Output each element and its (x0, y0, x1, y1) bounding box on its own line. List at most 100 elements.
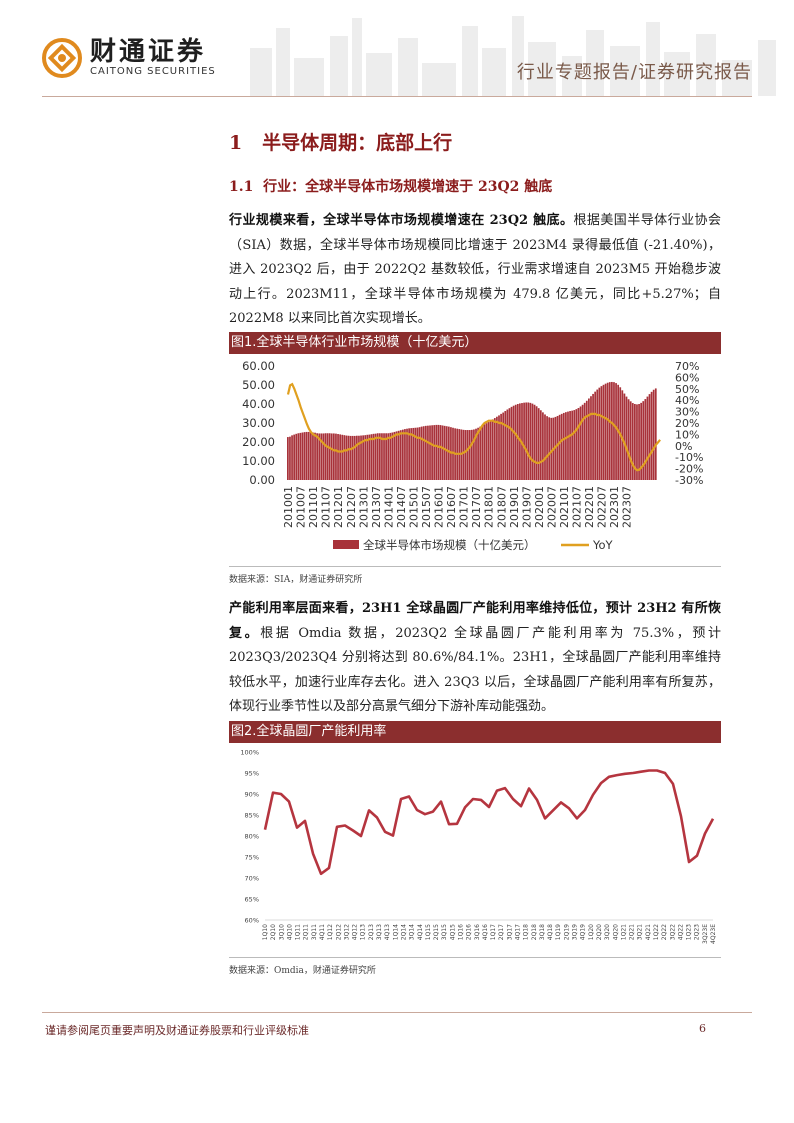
market-size-bar (391, 432, 394, 480)
y-tick-label-left: 30.00 (242, 416, 275, 430)
x-tick-label: 2Q10 (270, 924, 277, 940)
market-size-bar (420, 426, 423, 480)
market-size-bar (287, 437, 289, 480)
market-size-bar (625, 396, 628, 480)
market-size-bar (422, 426, 425, 480)
market-size-bar (590, 396, 592, 480)
skyline-illustration (250, 16, 776, 96)
market-size-bar (487, 422, 490, 480)
market-size-bar (583, 402, 586, 480)
market-size-bar (627, 399, 630, 480)
market-size-bar (573, 410, 576, 480)
market-size-bar (339, 434, 342, 480)
market-size-bar (483, 424, 486, 480)
market-size-bar (416, 427, 419, 480)
market-size-bar (489, 420, 492, 480)
market-size-bar (531, 403, 534, 480)
market-size-bar (389, 432, 392, 480)
market-size-bar (604, 383, 607, 480)
x-tick-label: 202101 (558, 486, 571, 528)
x-tick-label: 201607 (445, 486, 458, 528)
y-tick-label-right: 50% (675, 383, 699, 396)
market-size-bar (481, 425, 484, 480)
market-size-bar (301, 432, 304, 480)
market-size-bar (427, 425, 429, 480)
market-size-bar (393, 431, 396, 480)
legend-label: YoY (592, 538, 614, 552)
market-size-bar (621, 390, 624, 480)
market-size-bar (529, 402, 532, 480)
x-tick-label: 1Q23 (686, 924, 693, 940)
market-size-bar (309, 432, 312, 480)
market-size-bar (516, 404, 519, 480)
market-size-bar (320, 433, 323, 480)
y-tick-label-left: 60.00 (242, 359, 275, 373)
x-tick-label: 201801 (483, 486, 496, 528)
report-type-label: 行业专题报告/证券研究报告 (516, 62, 752, 83)
market-size-bar (579, 406, 582, 480)
market-size-bar (404, 429, 406, 480)
company-logo: 财通证券 CAITONG SECURITIES (42, 38, 216, 78)
market-size-bar (376, 433, 379, 480)
market-size-bar (506, 409, 509, 480)
x-tick-label: 201507 (420, 486, 433, 528)
market-size-bar (362, 435, 364, 480)
market-size-bar (498, 415, 500, 480)
market-size-bar (475, 428, 477, 480)
market-size-bar (351, 435, 354, 480)
market-size-bar (337, 434, 339, 480)
market-size-bar (615, 383, 617, 480)
x-tick-label: 2Q21 (629, 924, 636, 940)
x-tick-label: 201601 (433, 486, 446, 528)
x-tick-label: 1Q15 (425, 924, 432, 940)
market-size-bar (410, 428, 413, 480)
page-header: 财通证券 CAITONG SECURITIES 行业专题报告/证券研究报告 (0, 0, 794, 116)
source-divider (229, 566, 721, 567)
market-size-bar (550, 417, 553, 480)
legend-bar-swatch (333, 540, 359, 549)
market-size-bar (500, 413, 502, 480)
y-tick-label: 60% (245, 917, 259, 925)
market-size-bar (447, 426, 450, 480)
market-size-bar (429, 425, 431, 480)
paragraph-utilization: 产能利用率层面来看，23H1 全球晶圆厂产能利用率维持低位，预计 23H2 有所… (229, 597, 721, 720)
market-size-bar (644, 399, 647, 480)
market-size-bar (562, 412, 565, 480)
y-tick-label: 70% (245, 875, 259, 883)
market-size-bar (565, 412, 567, 480)
market-size-bar (556, 415, 559, 480)
market-size-bar (401, 429, 404, 480)
market-size-bar (654, 388, 657, 480)
x-tick-label: 3Q20 (604, 924, 611, 940)
source-divider (229, 957, 721, 958)
market-size-bar (479, 426, 482, 480)
x-tick-label: 3Q17 (506, 924, 513, 940)
page-number: 6 (699, 1022, 706, 1035)
market-size-bar (642, 401, 645, 480)
x-tick-label: 201407 (395, 486, 408, 528)
market-size-bar (623, 393, 626, 480)
x-tick-label: 201001 (282, 486, 295, 528)
y-tick-label-left: 40.00 (242, 397, 275, 411)
market-size-bar (408, 428, 410, 480)
x-tick-label: 3Q21 (637, 924, 644, 940)
market-size-bar (512, 405, 515, 480)
market-size-bar (314, 432, 316, 480)
x-tick-label: 201701 (458, 486, 471, 528)
market-size-bar (571, 410, 574, 480)
market-size-bar (353, 435, 356, 480)
market-size-bar (328, 433, 331, 480)
footer-disclaimer: 谨请参阅尾页重要声明及财通证券股票和行业评级标准 (45, 1024, 309, 1037)
figure-title: 图2.全球晶圆厂产能利用率 (229, 721, 721, 743)
market-size-bar (318, 433, 321, 480)
footer-divider (42, 1012, 752, 1013)
x-tick-label: 1Q19 (555, 924, 562, 940)
market-size-bar (462, 429, 465, 480)
semiconductor-market-chart: 0.00 10.00 20.00 30.00 40.00 50.00 60.00 -30%-2… (242, 359, 703, 552)
x-tick-label: 1Q11 (295, 924, 302, 940)
x-tick-label: 4Q11 (319, 924, 326, 940)
market-size-bar (546, 416, 548, 480)
market-size-bar (508, 408, 511, 480)
figure-source: 数据来源：Omdia，财通证券研究所 (229, 966, 376, 976)
market-size-bar (443, 425, 446, 480)
